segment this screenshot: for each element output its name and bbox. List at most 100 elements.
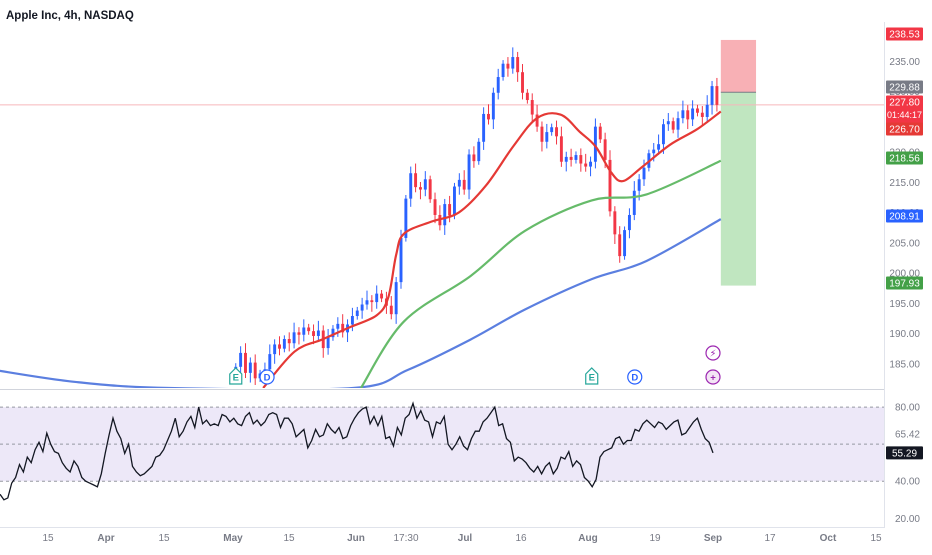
candle-body	[327, 337, 330, 348]
candle-body	[356, 311, 359, 316]
candle-body	[657, 144, 660, 149]
candle-body	[540, 127, 543, 142]
event-marker-dividend[interactable]: D	[260, 370, 274, 384]
candle-body	[575, 155, 578, 160]
event-marker-label: D	[264, 373, 271, 384]
stop-loss-zone	[721, 40, 756, 92]
candle-body	[667, 121, 670, 124]
rsi-y-tick-label: 65.42	[895, 430, 920, 441]
candle-body	[434, 199, 437, 215]
candle-body	[249, 363, 252, 373]
candle-body	[696, 108, 699, 112]
x-tick-label: Apr	[97, 533, 114, 544]
svg-text:227.80: 227.80	[889, 98, 920, 109]
x-tick-label: 15	[158, 533, 170, 544]
rsi-last-label: 55.29	[886, 446, 923, 459]
x-tick-label: 15	[42, 533, 54, 544]
svg-text:55.29: 55.29	[892, 448, 917, 459]
candle-body	[497, 77, 500, 93]
ema20-line	[263, 112, 721, 388]
candle-body	[375, 294, 378, 302]
y-tick-label: 190.00	[889, 329, 920, 340]
candle-body	[390, 306, 393, 314]
candle-body	[715, 86, 718, 105]
svg-text:229.88: 229.88	[889, 83, 920, 94]
candle-body	[555, 127, 558, 136]
event-marker-split[interactable]: ⚡	[706, 346, 720, 360]
candle-body	[531, 100, 534, 115]
event-marker-label: ⚡	[710, 349, 717, 360]
rsi-y-tick-label: 40.00	[895, 477, 920, 488]
candle-body	[701, 113, 704, 117]
candle-body	[521, 72, 524, 93]
candle-body	[579, 155, 582, 163]
event-marker-idea[interactable]: +	[706, 370, 720, 384]
candle-body	[443, 204, 446, 225]
candle-body	[351, 316, 354, 324]
candle-body	[506, 64, 509, 69]
y-tick-label: 195.00	[889, 299, 920, 310]
y-tick-label: 205.00	[889, 238, 920, 249]
price-label-entry: 229.88	[886, 81, 923, 94]
candle-body	[370, 300, 373, 302]
candle-body	[711, 86, 714, 105]
candle-body	[502, 64, 505, 77]
candle-body	[472, 154, 475, 161]
price-label-target: 197.93	[886, 277, 923, 290]
candle-body	[686, 110, 689, 119]
x-tick-label: Sep	[704, 533, 722, 544]
candle-body	[643, 168, 646, 179]
price-label-ema20: 226.70	[886, 123, 923, 136]
x-tick-label: Oct	[820, 533, 837, 544]
candle-body	[283, 339, 286, 349]
candle-body	[613, 211, 616, 234]
price-label-ema50: 218.56	[886, 152, 923, 165]
candle-body	[380, 294, 383, 299]
candle-body	[278, 344, 281, 348]
candle-body	[599, 127, 602, 140]
svg-text:238.53: 238.53	[889, 30, 920, 41]
event-marker-label: E	[589, 373, 595, 384]
svg-text:218.56: 218.56	[889, 154, 920, 165]
candle-body	[268, 354, 271, 369]
candle-body	[302, 328, 305, 335]
event-marker-earnings[interactable]: E	[586, 368, 598, 384]
candle-body	[706, 105, 709, 117]
candle-body	[618, 234, 621, 256]
candle-body	[492, 93, 495, 120]
rsi-y-tick-label: 20.00	[895, 514, 920, 525]
ema100-line	[0, 219, 721, 389]
candle-body	[409, 173, 412, 198]
candle-body	[633, 191, 636, 215]
x-tick-label: Aug	[578, 533, 597, 544]
candle-body	[681, 110, 684, 118]
candle-body	[429, 179, 432, 199]
candle-body	[297, 332, 300, 334]
candle-body	[477, 142, 480, 161]
chart-title: Apple Inc, 4h, NASDAQ	[6, 10, 134, 22]
candle-body	[550, 127, 553, 132]
event-marker-label: E	[233, 373, 239, 384]
candle-body	[312, 331, 315, 336]
candle-body	[317, 331, 320, 336]
svg-text:226.70: 226.70	[889, 125, 920, 136]
x-tick-label: 17:30	[393, 533, 418, 544]
event-marker-label: +	[710, 373, 716, 384]
event-marker-earnings[interactable]: E	[230, 368, 242, 384]
candle-body	[526, 93, 529, 100]
event-marker-dividend[interactable]: D	[628, 370, 642, 384]
y-tick-label: 185.00	[889, 359, 920, 370]
candle-body	[638, 179, 641, 190]
candle-body	[273, 344, 276, 354]
candle-body	[395, 282, 398, 314]
svg-text:208.91: 208.91	[889, 212, 920, 223]
candle-body	[463, 180, 466, 190]
price-label-ema100: 208.91	[886, 210, 923, 223]
x-tick-label: Jul	[458, 533, 473, 544]
candle-body	[419, 187, 422, 189]
candle-body	[288, 339, 291, 343]
candle-body	[623, 230, 626, 256]
candle-body	[424, 179, 427, 189]
